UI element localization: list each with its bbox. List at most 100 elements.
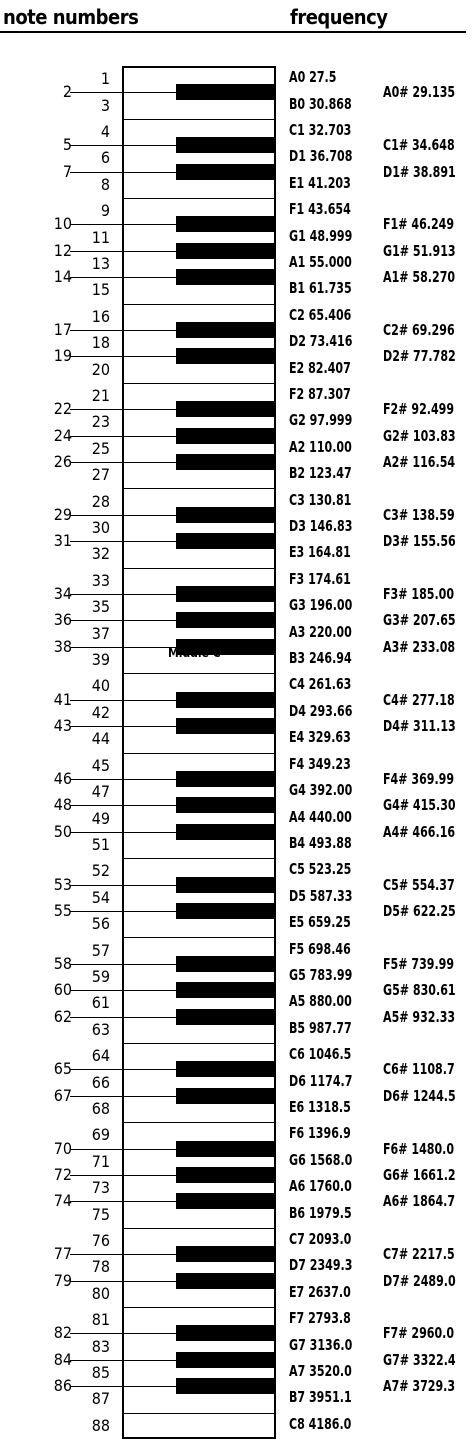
black-key-number: 34 <box>53 584 72 604</box>
white-key-number: 71 <box>91 1151 110 1171</box>
black-key-number: 19 <box>53 346 72 366</box>
white-key <box>123 1016 275 1043</box>
white-key <box>123 594 275 620</box>
white-key-frequency: D5 587.33 <box>289 886 353 905</box>
black-key-number: 36 <box>53 610 72 630</box>
black-key-number: 26 <box>53 452 72 472</box>
black-key-frequency: C5# 554.37 <box>383 875 455 894</box>
white-key-number: 32 <box>91 544 110 564</box>
black-key-leader-line <box>70 330 123 332</box>
white-key-number: 9 <box>100 201 110 221</box>
white-key <box>123 937 275 963</box>
white-key-number: 83 <box>91 1336 110 1356</box>
white-key-frequency: E3 164.81 <box>289 543 351 562</box>
black-key-leader-line <box>70 1069 123 1071</box>
black-key-leader-line <box>70 699 123 701</box>
white-key-number: 23 <box>91 412 110 432</box>
black-key-frequency: A5# 932.33 <box>383 1007 456 1026</box>
black-key-number: 60 <box>53 980 72 1000</box>
white-key <box>123 699 275 726</box>
white-key-frequency: G7 3136.0 <box>289 1335 353 1354</box>
white-key-number: 87 <box>91 1389 110 1409</box>
white-key-number: 40 <box>91 676 110 696</box>
white-key-frequency: F6 1396.9 <box>289 1124 351 1143</box>
black-key-frequency: F1# 46.249 <box>383 215 455 234</box>
white-key-frequency: F5 698.46 <box>289 939 351 958</box>
white-key-frequency: D2 73.416 <box>289 332 353 351</box>
white-key <box>123 1095 275 1122</box>
black-key-number: 62 <box>53 1006 72 1026</box>
white-key-number: 81 <box>91 1310 110 1330</box>
white-key-number: 15 <box>91 280 110 300</box>
white-key-frequency: A1 55.000 <box>289 253 352 272</box>
white-key-frequency: G4 392.00 <box>289 781 353 800</box>
white-key-frequency: A0 27.5 <box>289 68 337 87</box>
black-key-leader-line <box>70 884 123 886</box>
black-key-leader-line <box>70 1359 123 1361</box>
black-key-frequency: A2# 116.54 <box>383 453 456 472</box>
white-key-frequency: B1 61.735 <box>289 279 352 298</box>
white-key <box>123 330 275 356</box>
white-key-number: 39 <box>91 650 110 670</box>
white-key-number: 47 <box>91 782 110 802</box>
white-key <box>123 118 275 145</box>
black-key-frequency: C2# 69.296 <box>383 321 455 340</box>
black-key-leader-line <box>70 145 123 147</box>
black-key-number: 72 <box>53 1164 72 1184</box>
white-key <box>123 1174 275 1201</box>
white-key-number: 51 <box>91 834 110 854</box>
white-key-number: 37 <box>91 623 110 643</box>
black-key-frequency: D3# 155.56 <box>383 532 456 551</box>
black-key-frequency: D7# 2489.0 <box>383 1271 456 1290</box>
black-key-frequency: A7# 3729.3 <box>383 1377 456 1396</box>
white-key-number: 88 <box>91 1415 110 1435</box>
black-key-leader-line <box>70 1333 123 1335</box>
white-key-number: 27 <box>91 465 110 485</box>
white-key <box>123 646 275 673</box>
black-key-frequency: G3# 207.65 <box>383 611 456 630</box>
black-key-frequency: A0# 29.135 <box>383 83 456 102</box>
white-key-number: 35 <box>91 597 110 617</box>
black-key-number: 17 <box>53 320 72 340</box>
white-key <box>123 1254 275 1280</box>
white-key-frequency: A2 110.00 <box>289 437 352 456</box>
white-key-frequency: E6 1318.5 <box>289 1097 351 1116</box>
white-key <box>123 567 275 594</box>
white-key <box>123 198 275 224</box>
white-key-number: 68 <box>91 1098 110 1118</box>
white-key <box>123 752 275 779</box>
white-key-frequency: C5 523.25 <box>289 860 352 879</box>
white-key-frequency: F1 43.654 <box>289 200 351 219</box>
white-key <box>123 778 275 805</box>
black-key-number: 14 <box>53 267 72 287</box>
white-key-frequency: B4 493.88 <box>289 833 352 852</box>
black-key-frequency: D2# 77.782 <box>383 347 456 366</box>
black-key-number: 22 <box>53 399 72 419</box>
black-key-number: 82 <box>53 1323 72 1343</box>
white-key-frequency: E2 82.407 <box>289 358 351 377</box>
black-key-leader-line <box>70 462 123 464</box>
black-key-leader-line <box>70 1201 123 1203</box>
white-key-frequency: G5 783.99 <box>289 965 353 984</box>
black-key-frequency: D6# 1244.5 <box>383 1086 456 1105</box>
white-key-frequency: C7 2093.0 <box>289 1229 352 1248</box>
white-key-number: 57 <box>91 940 110 960</box>
black-key-leader-line <box>70 92 123 94</box>
white-key-frequency: D6 1174.7 <box>289 1071 353 1090</box>
black-key-frequency: A1# 58.270 <box>383 268 456 287</box>
black-key-leader-line <box>70 435 123 437</box>
white-key <box>123 1333 275 1359</box>
black-key-leader-line <box>70 409 123 411</box>
white-key-number: 20 <box>91 359 110 379</box>
middle-c-label: Middle C <box>168 646 221 660</box>
white-key-frequency: D4 293.66 <box>289 701 353 720</box>
white-key-frequency: A5 880.00 <box>289 992 352 1011</box>
black-key-frequency: G1# 51.913 <box>383 241 456 260</box>
white-key-number: 85 <box>91 1362 110 1382</box>
white-key-number: 49 <box>91 808 110 828</box>
black-key-number: 74 <box>53 1191 72 1211</box>
black-key-leader-line <box>70 277 123 279</box>
black-key-number: 53 <box>53 874 72 894</box>
white-key-frequency: B2 123.47 <box>289 464 352 483</box>
black-key-number: 48 <box>53 795 72 815</box>
